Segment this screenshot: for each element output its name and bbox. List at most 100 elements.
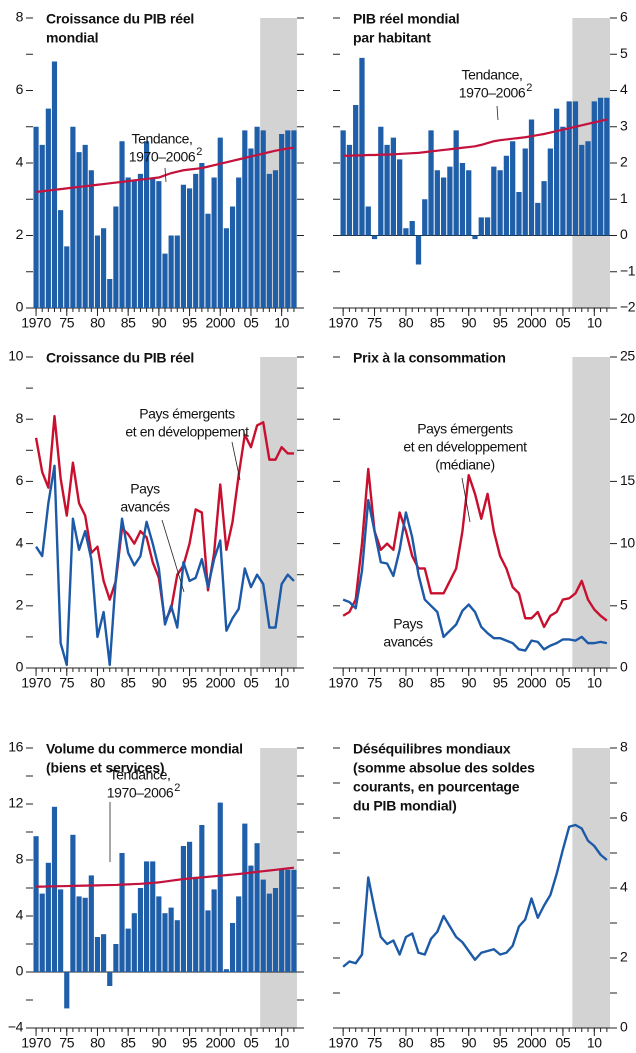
series-line: [34, 414, 294, 623]
annotation: Tendance,: [131, 131, 192, 147]
series-line: [342, 467, 608, 629]
bar: [597, 97, 604, 236]
x-tick-label: 90: [151, 315, 166, 331]
annotation: 1970–2006: [459, 85, 526, 101]
bar: [453, 130, 459, 236]
bar: [144, 141, 150, 308]
x-tick-label: 80: [399, 1035, 414, 1051]
x-tick-label: 90: [151, 675, 166, 691]
y-tick-label: 2: [620, 154, 628, 170]
bar: [64, 246, 70, 308]
bar: [211, 889, 217, 972]
bar: [205, 213, 211, 308]
bar: [199, 825, 205, 972]
bar: [434, 170, 440, 236]
bar: [186, 188, 193, 308]
chart-title: mondial: [46, 30, 98, 46]
x-tick-label: 95: [182, 1035, 197, 1051]
bar: [205, 910, 211, 972]
bar: [497, 170, 503, 236]
x-tick-label: 80: [399, 675, 414, 691]
x-tick-label: 05: [244, 1035, 259, 1051]
bar: [522, 148, 528, 236]
chart-title: Croissance du PIB réel: [46, 350, 194, 366]
bar: [260, 130, 266, 308]
bar: [266, 173, 272, 308]
y-tick-label: 4: [16, 907, 24, 923]
bar: [137, 173, 144, 308]
bar: [82, 144, 88, 308]
annotation-sup: 2: [526, 82, 532, 94]
bar: [604, 97, 610, 236]
bar: [51, 806, 58, 972]
bar: [88, 875, 94, 972]
y-tick-label: 8: [16, 9, 24, 25]
bar: [384, 144, 390, 236]
annotation-sup: 2: [174, 782, 180, 794]
bar: [415, 235, 422, 265]
bar: [144, 861, 150, 972]
bar: [82, 897, 88, 972]
x-tick-label: 10: [274, 675, 289, 691]
bar: [353, 105, 359, 236]
bar: [503, 155, 510, 236]
bar: [466, 170, 472, 236]
bar: [76, 152, 82, 308]
bar: [39, 144, 45, 308]
trend-line: [343, 118, 608, 157]
x-tick-label: 95: [493, 315, 508, 331]
x-tick-label: 75: [59, 675, 74, 691]
bar: [193, 876, 199, 972]
leader-line: [164, 167, 167, 183]
bar: [560, 126, 566, 236]
bar: [174, 920, 180, 972]
bar: [58, 210, 64, 308]
y-tick-label: 4: [620, 879, 628, 895]
bar: [236, 177, 242, 308]
x-tick-label: 05: [244, 675, 259, 691]
x-tick-label: 90: [461, 1035, 476, 1051]
bar: [58, 889, 64, 972]
annotation: (médiane): [435, 457, 494, 473]
bar: [180, 184, 186, 308]
bar: [585, 141, 591, 236]
annotation: 1970–2006: [129, 149, 196, 165]
bar: [217, 137, 223, 308]
forecast-shade: [260, 357, 297, 668]
bar: [553, 108, 560, 236]
bar: [217, 802, 223, 972]
x-tick-label: 2000: [517, 675, 547, 691]
series-line: [342, 498, 608, 652]
chart-title: Croissance du PIB réel: [46, 11, 194, 27]
bar: [248, 148, 254, 308]
bar: [390, 137, 397, 236]
y-tick-label: 1: [620, 190, 628, 206]
y-tick-label: 6: [620, 9, 628, 25]
bar: [113, 206, 119, 308]
leader-line: [496, 105, 499, 121]
bar: [459, 163, 466, 236]
bar: [33, 836, 39, 972]
bar: [199, 163, 205, 308]
bar: [180, 846, 186, 972]
bar: [279, 869, 285, 972]
y-tick-label: −4: [8, 1019, 24, 1035]
bar: [291, 130, 297, 308]
bar: [51, 61, 58, 308]
x-tick-label: 80: [399, 315, 414, 331]
annotation: et en développement: [403, 439, 527, 455]
annotation: Pays émergents: [417, 421, 513, 437]
x-tick-label: 2000: [517, 1035, 547, 1051]
bar: [156, 181, 162, 308]
series-line: [35, 464, 295, 667]
bar: [528, 119, 535, 236]
forecast-shade: [572, 18, 610, 308]
x-tick-label: 80: [90, 1035, 105, 1051]
bar: [119, 141, 125, 308]
bar: [547, 148, 553, 236]
bar: [107, 279, 113, 308]
bar: [94, 235, 101, 308]
bar: [70, 126, 76, 308]
bar: [229, 923, 236, 972]
y-tick-label: 3: [620, 117, 628, 133]
